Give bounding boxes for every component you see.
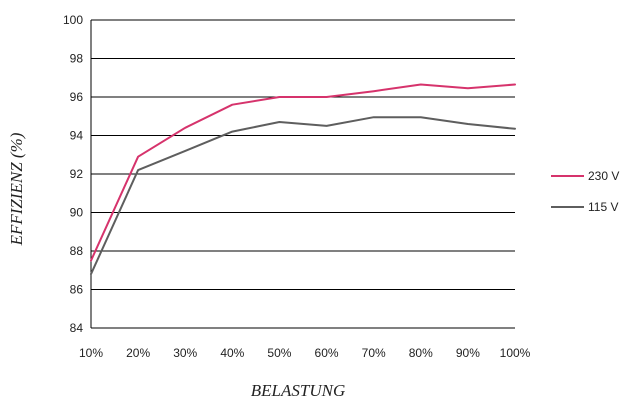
y-tick-label: 90 xyxy=(70,206,84,220)
legend-label: 230 V xyxy=(588,169,619,183)
legend: 230 V 115 V xyxy=(551,169,619,214)
y-tick-labels: 84 86 88 90 92 94 96 98 100 xyxy=(63,13,83,335)
series-line-115v xyxy=(90,116,516,276)
y-tick-label: 92 xyxy=(70,167,84,181)
x-tick-label: 40% xyxy=(220,346,244,360)
y-tick-label: 100 xyxy=(63,13,83,27)
x-tick-label: 80% xyxy=(409,346,433,360)
y-tick-label: 88 xyxy=(70,244,84,258)
y-axis-title: EFFIZIENZ (%) xyxy=(7,132,26,246)
x-tick-label: 60% xyxy=(315,346,339,360)
x-tick-labels: 10% 20% 30% 40% 50% 60% 70% 80% 90% 100% xyxy=(79,346,531,360)
x-tick-label: 100% xyxy=(500,346,531,360)
y-tick-label: 86 xyxy=(70,283,84,297)
series-line-230v xyxy=(90,83,516,262)
y-tick-label: 94 xyxy=(70,129,84,143)
x-tick-label: 50% xyxy=(267,346,291,360)
y-tick-label: 84 xyxy=(70,321,84,335)
y-tick-label: 96 xyxy=(70,90,84,104)
series-lines xyxy=(90,83,516,276)
x-tick-label: 20% xyxy=(126,346,150,360)
x-axis-title: BELASTUNG xyxy=(251,381,345,400)
x-tick-label: 70% xyxy=(362,346,386,360)
legend-label: 115 V xyxy=(588,200,618,214)
x-tick-label: 90% xyxy=(456,346,480,360)
x-tick-label: 30% xyxy=(173,346,197,360)
y-tick-label: 98 xyxy=(70,52,84,66)
x-tick-label: 10% xyxy=(79,346,103,360)
gridlines xyxy=(90,19,515,329)
